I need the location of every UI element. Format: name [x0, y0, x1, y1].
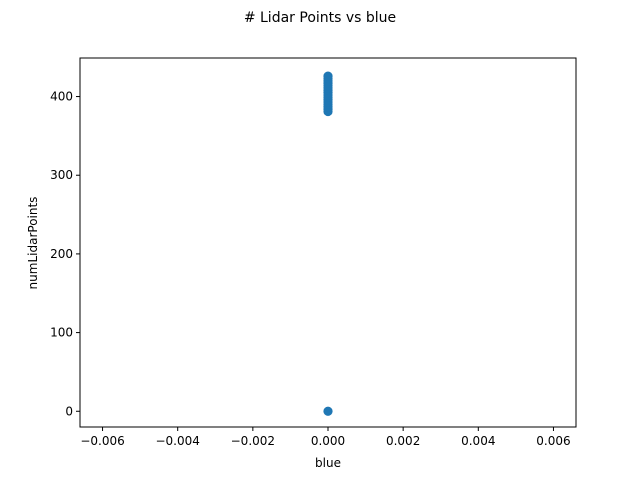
x-tick-label: 0.002 [386, 434, 420, 448]
y-axis: 0 100 200 300 400 [50, 90, 80, 418]
points-layer [323, 71, 333, 416]
x-axis: −0.006 −0.004 −0.002 0.000 0.002 0.004 0.006 [80, 427, 571, 448]
y-tick-label: 200 [50, 247, 73, 261]
y-axis-label: numLidarPoints [26, 197, 40, 290]
y-tick-label: 0 [65, 404, 73, 418]
x-tick-label: −0.004 [155, 434, 199, 448]
x-tick-label: 0.000 [311, 434, 345, 448]
x-tick-label: −0.002 [231, 434, 275, 448]
y-tick-label: 300 [50, 168, 73, 182]
x-axis-label: blue [315, 456, 341, 470]
y-tick-label: 100 [50, 326, 73, 340]
data-point-0 [323, 406, 333, 416]
y-tick-label: 400 [50, 90, 73, 104]
x-tick-label: 0.006 [536, 434, 570, 448]
x-tick-label: −0.006 [80, 434, 124, 448]
chart-title: # Lidar Points vs blue [244, 10, 396, 26]
x-tick-label: 0.004 [461, 434, 495, 448]
data-point-16 [323, 71, 333, 81]
